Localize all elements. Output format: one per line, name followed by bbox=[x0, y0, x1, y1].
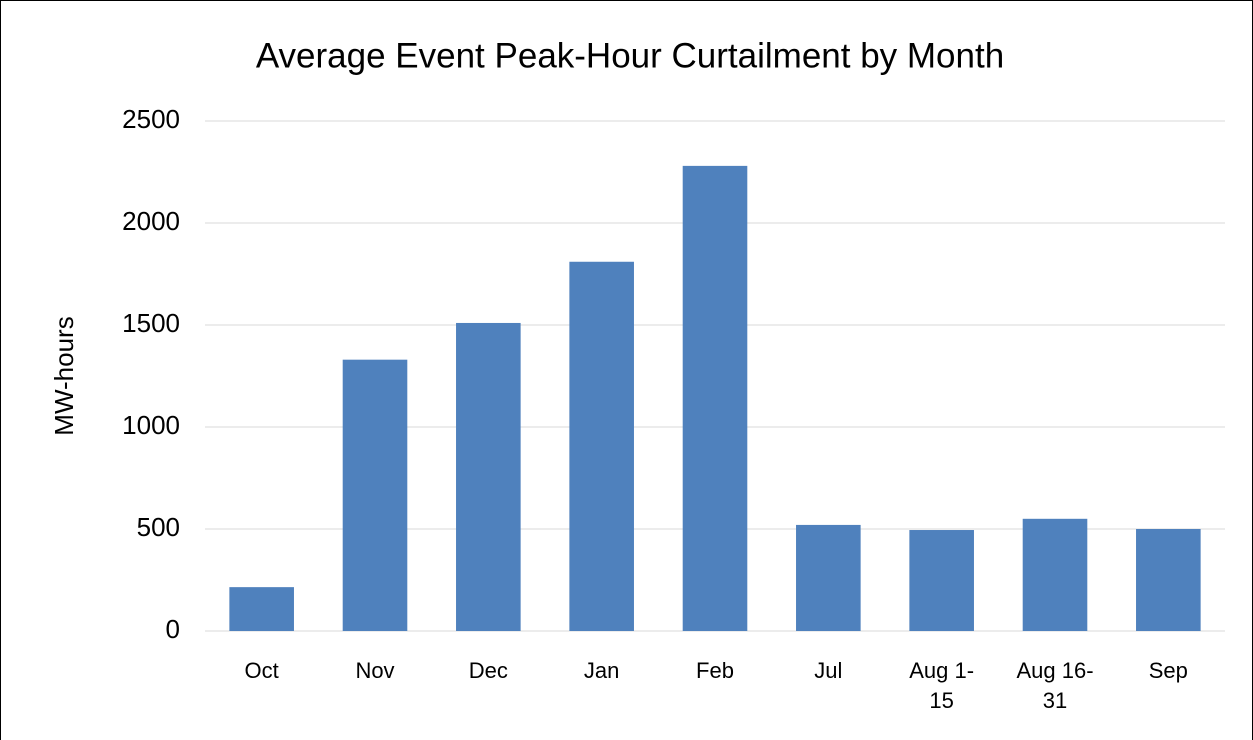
chart-title: Average Event Peak-Hour Curtailment by M… bbox=[256, 36, 1004, 75]
x-tick-label: Feb bbox=[696, 658, 734, 683]
y-tick-label: 0 bbox=[166, 614, 180, 644]
x-tick-label: Aug 16-31 bbox=[1016, 658, 1094, 713]
bar bbox=[342, 359, 408, 631]
x-tick-label: Oct bbox=[244, 658, 279, 683]
bar bbox=[1022, 518, 1088, 631]
x-tick-label: Sep bbox=[1148, 658, 1188, 683]
y-axis-label: MW-hours bbox=[49, 316, 79, 435]
x-tick-label: Nov bbox=[355, 658, 395, 683]
x-tick-label: Dec bbox=[468, 658, 508, 683]
x-tick-label: Aug 1-15 bbox=[909, 658, 975, 713]
y-tick-label: 1000 bbox=[122, 410, 180, 440]
bar bbox=[1136, 529, 1201, 631]
bar bbox=[456, 322, 521, 631]
y-tick-label: 1500 bbox=[122, 308, 180, 338]
bar bbox=[569, 261, 634, 631]
y-tick-label: 2000 bbox=[122, 206, 180, 236]
bar bbox=[796, 524, 861, 631]
x-tick-label: Jul bbox=[814, 658, 843, 683]
bar bbox=[682, 165, 748, 631]
y-tick-label: 500 bbox=[137, 512, 180, 542]
y-tick-label: 2500 bbox=[122, 104, 180, 134]
bar bbox=[229, 587, 294, 631]
x-tick-label: Jan bbox=[583, 658, 620, 683]
bar bbox=[909, 530, 974, 631]
